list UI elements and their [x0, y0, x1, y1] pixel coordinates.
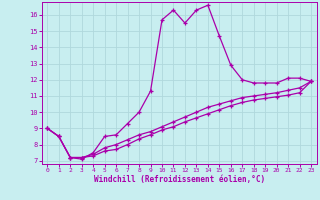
X-axis label: Windchill (Refroidissement éolien,°C): Windchill (Refroidissement éolien,°C)	[94, 175, 265, 184]
